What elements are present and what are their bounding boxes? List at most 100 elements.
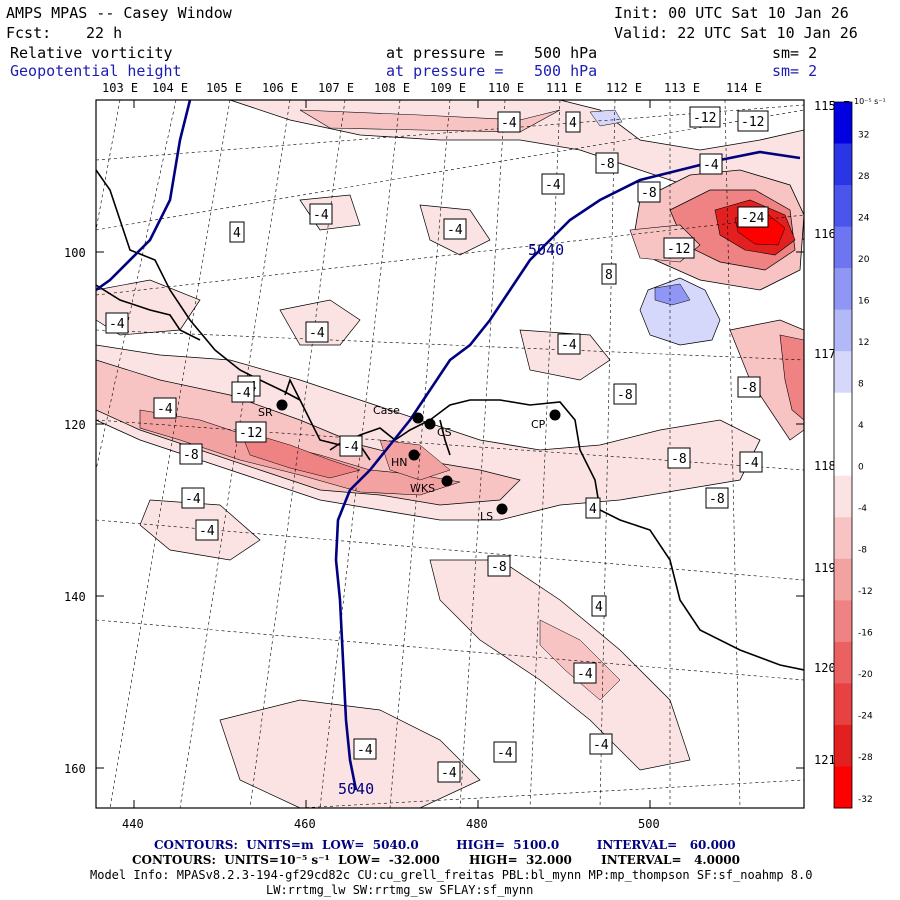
coastal-band-strong [239,429,361,479]
contour-label-box [573,662,597,684]
contour-label: -12 [693,111,716,126]
field1-pressure-label: at pressure = [386,44,504,62]
contour-label-box [181,487,205,509]
colorbar-segment [834,226,852,269]
contour-label: -4 [357,743,373,758]
top-lon-label: 109 E [430,81,466,95]
contour-label-box [565,111,581,133]
colorbar-segment [834,102,852,145]
colorbar-label: -32 [858,795,873,805]
contour-label: 4 [595,600,603,615]
contour-label: -8 [183,448,199,463]
contour-label-box [557,333,581,355]
contour-label-box [195,519,219,541]
colorbar-segment [834,392,852,435]
contour-label-box [699,153,723,175]
height-contour-info: CONTOURS: UNITS=m LOW= 5040.0 HIGH= 5100… [154,838,736,852]
y-tick-label: 120 [64,418,86,432]
station-label-cs: CS [437,426,452,439]
contour-label: -12 [239,426,262,441]
colorbar-segment [834,766,852,809]
contour-label-box [585,497,601,519]
colorbar-label: 4 [858,421,864,431]
field1-name: Relative vorticity [10,44,173,62]
contour-label: -4 [199,524,215,539]
contour-label: -4 [185,492,201,507]
contour-label-box [179,443,203,465]
station-marker-wks [441,475,453,487]
colorbar-segment [834,475,852,518]
colorbar-segment [834,724,852,767]
x-tick-label: 460 [294,817,316,831]
contour-label: -8 [491,560,507,575]
height-contour-label: 5040 [338,780,374,798]
colorbar-label: -8 [858,546,867,556]
contour-label: -4 [561,338,577,353]
contour-label: -4 [343,440,359,455]
height-contour-label: 5040 [528,241,564,259]
contour-label: -4 [703,158,719,173]
contour-label-box [613,383,637,405]
contour-label: -8 [671,452,687,467]
height-contour-5040-main [334,150,801,791]
colorbar-label: 8 [858,379,864,389]
model-info-physics: LW:rrtmg_lw SW:rrtmg_sw SFLAY:sf_mynn [266,883,534,897]
contour-label-box [339,435,363,457]
contour-label: 8 [605,268,613,283]
contour-label: -4 [441,766,457,781]
contour-label-box [637,181,661,203]
top-lon-label: 104 E [152,81,188,95]
contour-label-box [737,110,769,132]
contour-label-box [231,381,255,403]
contour-label: -12 [667,242,690,257]
colorbar-units: 10⁻⁵ s⁻¹ [854,97,886,106]
x-tick-label: 440 [122,817,144,831]
station-marker-ls [496,503,508,515]
contour-label-box [591,595,607,617]
contour-label-box [667,447,691,469]
contour-label: -4 [501,116,517,131]
colorbar-segment [834,185,852,228]
top-lon-label: 103 E [102,81,138,95]
colorbar-label: -16 [858,629,873,639]
station-label-cp: CP [531,418,546,431]
contour-label-box [353,738,377,760]
top-lon-label: 114 E [726,81,762,95]
colorbar-segment [834,309,852,352]
contour-label-box [443,218,467,240]
height-contours [96,100,801,791]
contour-label-box [309,203,333,225]
contour-label-box [705,487,729,509]
y-tick-label: 160 [64,762,86,776]
forecast-hour: 22 h [86,24,123,42]
contour-label: -4 [497,746,513,761]
contour-label-box [105,312,129,334]
contour-label-box [497,111,521,133]
positive-vorticity-core [654,283,691,306]
contour-label: -4 [235,386,251,401]
contour-label-box [595,152,619,174]
contour-label-box [487,555,511,577]
colorbar-frame [833,101,853,809]
contour-label: 4 [589,502,597,517]
station-label-wks: WKS [410,482,435,495]
y-tick-label: 100 [64,246,86,260]
colorbar-label: -12 [858,587,873,597]
x-tick-label: 500 [638,817,660,831]
axis-ticks [96,100,804,808]
station-label-ls: LS [480,510,493,523]
contour-label: -4 [313,208,329,223]
station-label-hn: HN [391,456,408,469]
contour-label-box [153,397,177,419]
positive-vorticity-top [589,109,623,127]
field1-pressure: 500 hPa [534,44,598,62]
contour-label: -8 [617,388,633,403]
colorbar-segment [834,268,852,311]
contour-label: -4 [577,667,593,682]
colorbar-segment [834,641,852,684]
top-lon-label: 106 E [262,81,298,95]
field2-pressure-label: at pressure = [386,62,504,80]
contour-label-box [737,206,769,228]
contour-label: -8 [709,492,725,507]
